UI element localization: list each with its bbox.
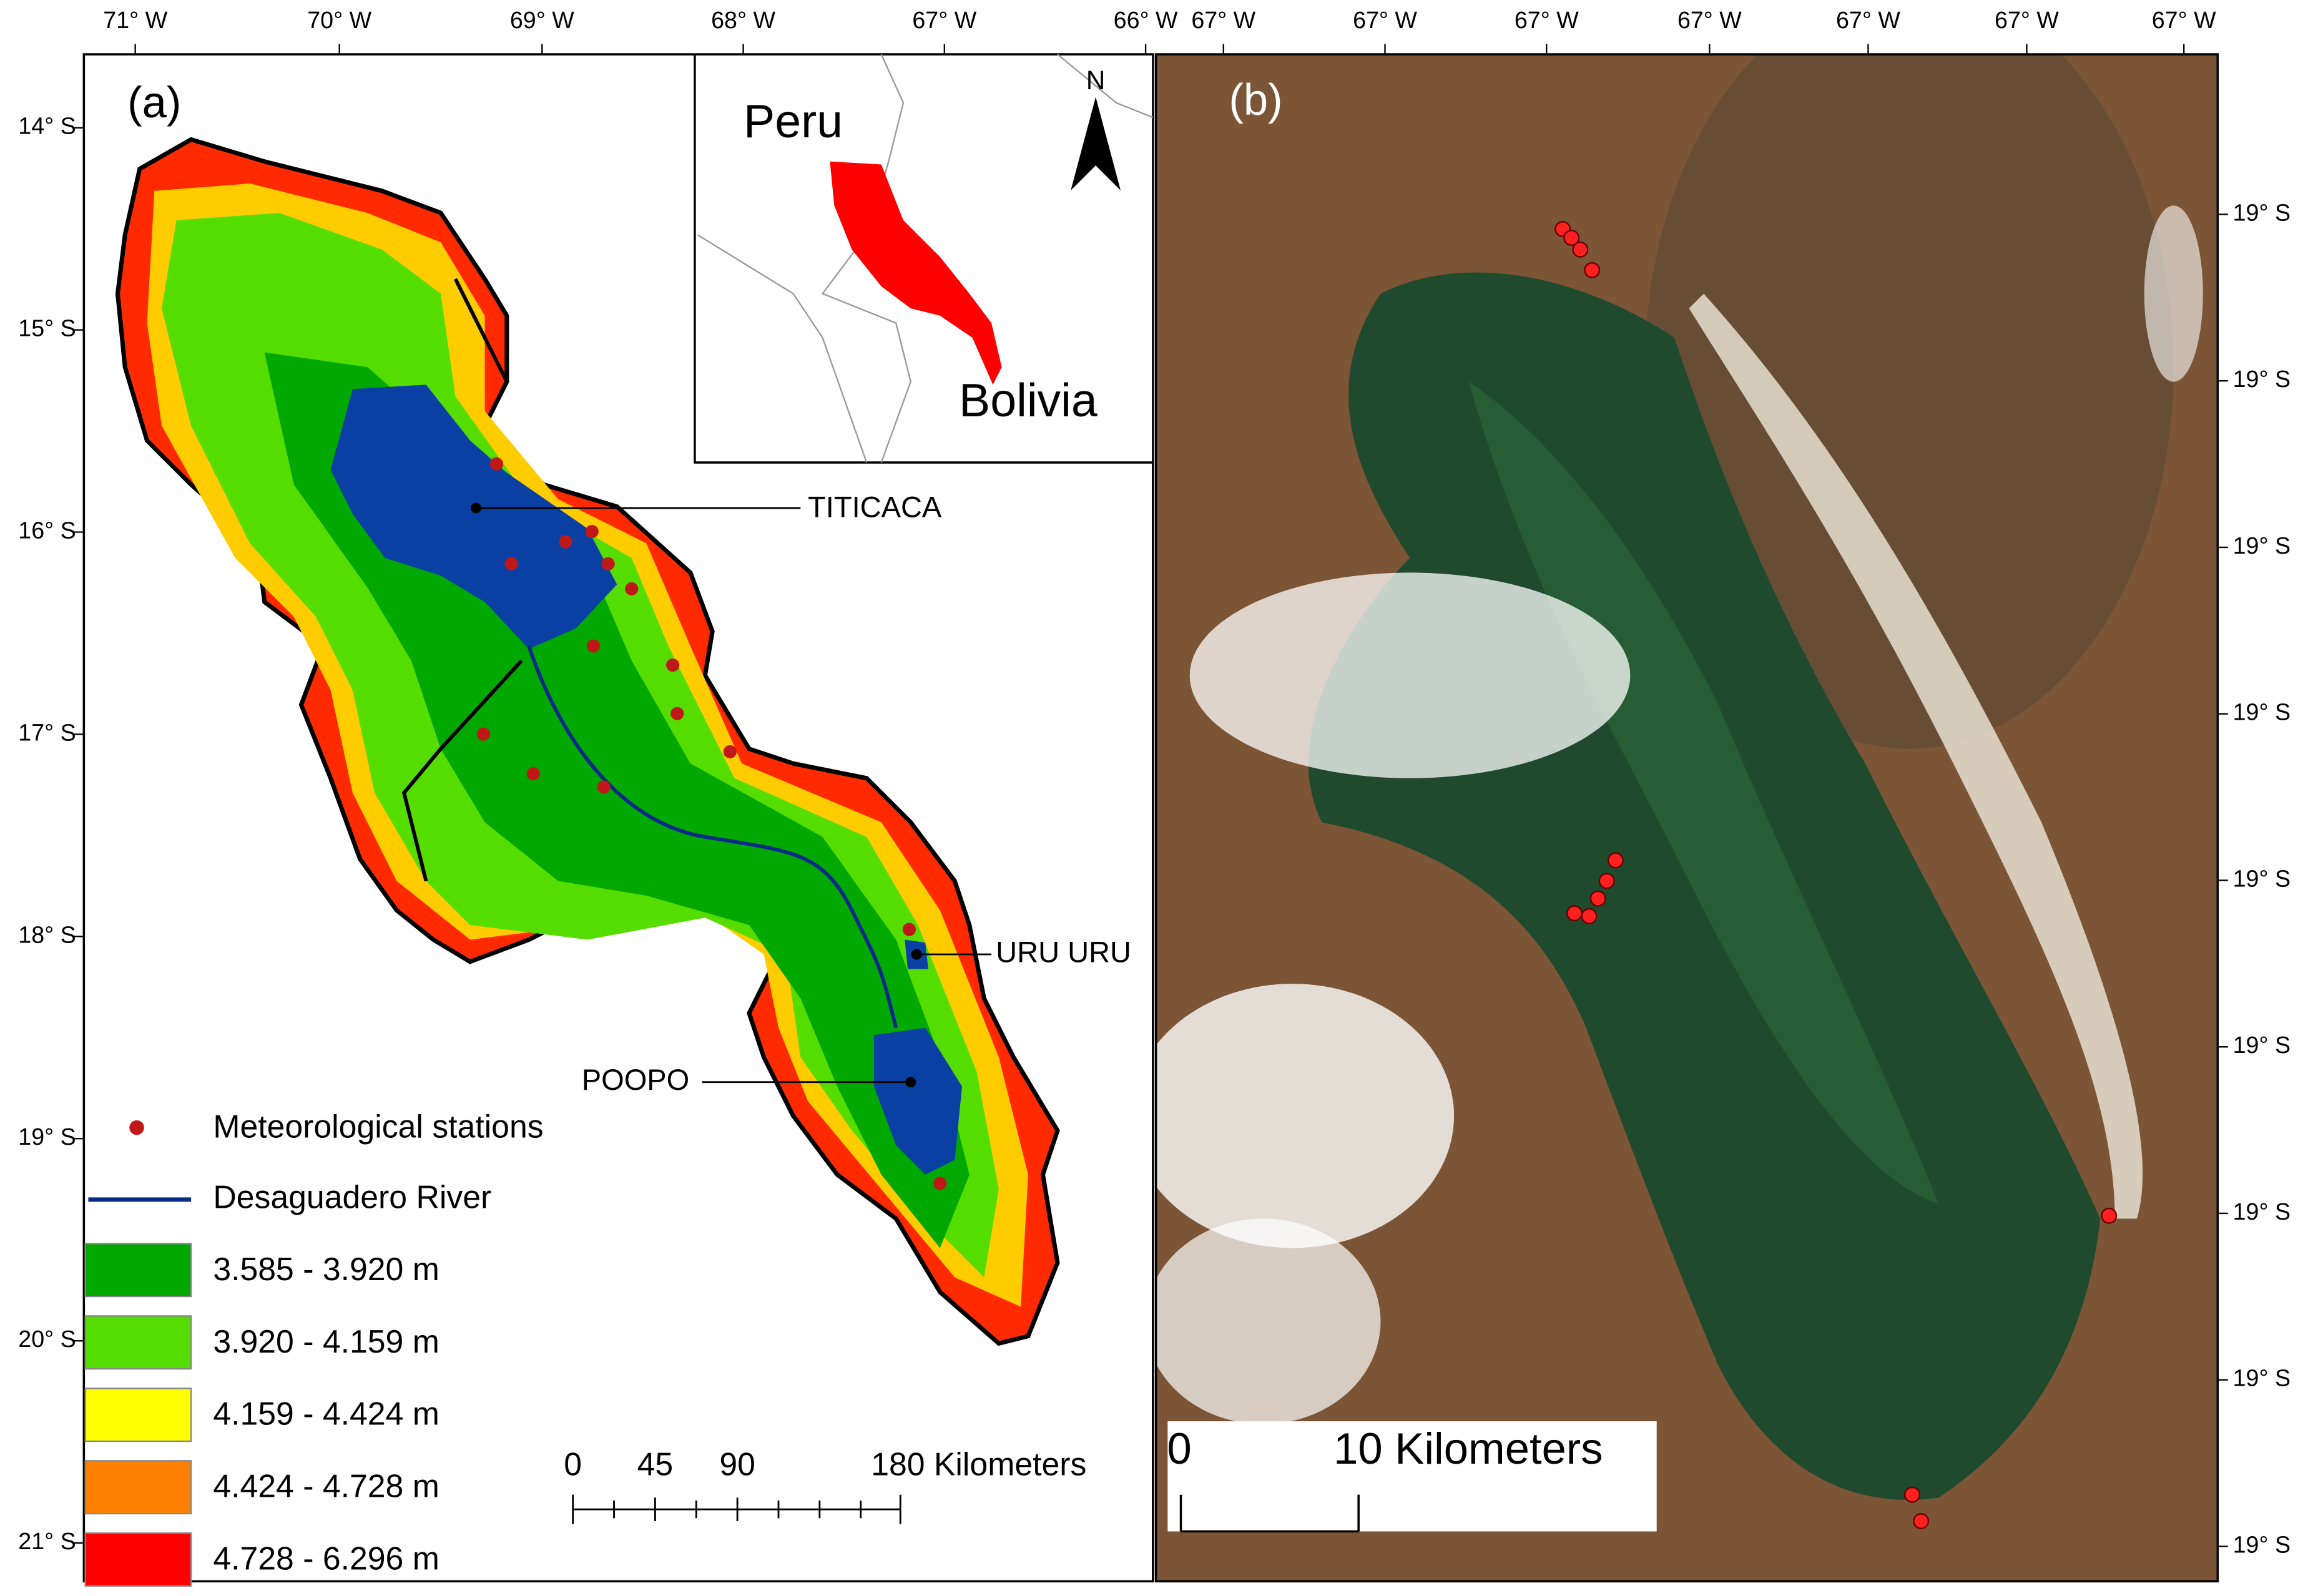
lake-label: TITICACA — [808, 491, 942, 524]
lat-label: 16° S — [18, 517, 76, 543]
lake-titicaca — [330, 384, 617, 649]
legend-label: Meteorological stations — [213, 1109, 543, 1145]
lon-label: 67° W — [1515, 7, 1579, 33]
lat-label: 18° S — [18, 921, 76, 947]
legend-swatch — [84, 1460, 192, 1515]
legend-label: 4.159 - 4.424 m — [213, 1396, 439, 1432]
scale-label: 90 — [719, 1446, 755, 1482]
legend: Meteorological stations Desaguadero Rive… — [84, 1109, 544, 1587]
station — [723, 745, 737, 758]
inset-borders — [697, 54, 1153, 463]
lon-label: 67° W — [1677, 7, 1742, 33]
station — [625, 582, 639, 595]
scale-label: 0 — [564, 1446, 582, 1482]
station — [587, 639, 601, 653]
station — [559, 535, 572, 549]
lon-label: 67° W — [1836, 7, 1900, 33]
panel-b-frame — [1154, 53, 2219, 1583]
lat-label: 19° S — [2233, 532, 2291, 559]
station — [504, 557, 518, 570]
lake-label: URU URU — [996, 935, 1131, 968]
station — [489, 457, 503, 471]
legend-label: 4.424 - 4.728 m — [213, 1468, 439, 1504]
station — [902, 923, 916, 936]
legend-station-symbol — [129, 1120, 144, 1135]
lon-label: 67° W — [2152, 7, 2216, 33]
scale-box — [1167, 1421, 1657, 1532]
station — [666, 658, 680, 672]
legend-label: Desaguadero River — [213, 1179, 491, 1215]
legend-label: 4.728 - 6.296 m — [213, 1540, 439, 1577]
lake-poopo — [873, 1027, 963, 1175]
lat-label: 19° S — [2233, 1531, 2291, 1557]
stations — [476, 457, 947, 1190]
scale-label: 45 — [637, 1446, 674, 1482]
scale-label: 0 — [1167, 1424, 1192, 1473]
lat-label: 20° S — [18, 1326, 76, 1352]
lat-label: 15° S — [18, 315, 76, 341]
legend-swatch — [84, 1388, 192, 1442]
legend-label: 3.920 - 4.159 m — [213, 1323, 439, 1359]
legend-swatch — [84, 1243, 192, 1298]
panel-label: (b) — [1229, 74, 1282, 124]
lat-label: 19° S — [2233, 699, 2291, 725]
subbasin-boundary — [401, 278, 523, 882]
lat-label: 19° S — [2233, 865, 2291, 891]
low-zone — [264, 352, 970, 1248]
lat-label: 14° S — [18, 113, 76, 139]
lat-label: 21° S — [18, 1528, 76, 1554]
lake-label: POOPO — [582, 1063, 690, 1096]
country-label: Bolivia — [959, 374, 1097, 426]
inset-basin — [830, 161, 1002, 385]
lat-label: 19° S — [2233, 366, 2291, 392]
scale-label: 180 Kilometers — [871, 1446, 1086, 1482]
lake-leaders — [470, 502, 992, 1088]
lon-label: 70° W — [307, 7, 371, 33]
scale-label: 10 Kilometers — [1333, 1424, 1603, 1473]
lon-label: 69° W — [510, 7, 574, 33]
lon-label: 71° W — [103, 7, 167, 33]
basin-map: TITICACA URU URU POOPO Peru Bolivia N (a… — [115, 54, 1153, 1346]
station — [476, 727, 490, 741]
lat-label: 17° S — [18, 719, 76, 745]
scale-bar — [572, 1494, 901, 1524]
lat-label: 19° S — [2233, 1365, 2291, 1391]
north-arrow — [1071, 97, 1121, 191]
lat-label: 19° S — [2233, 1198, 2291, 1225]
country-label: Peru — [744, 95, 843, 147]
lon-label: 68° W — [711, 7, 775, 33]
station — [597, 780, 611, 794]
lat-label: 19° S — [2233, 1032, 2291, 1058]
station — [670, 707, 684, 720]
station — [933, 1177, 947, 1190]
lon-label: 66° W — [1114, 7, 1178, 33]
station — [601, 557, 615, 570]
lat-label: 19° S — [18, 1124, 76, 1150]
station — [526, 767, 540, 781]
lon-label: 67° W — [1353, 7, 1417, 33]
legend-label: 3.585 - 3.920 m — [213, 1251, 439, 1287]
lon-label: 67° W — [1191, 7, 1255, 33]
station — [585, 524, 599, 539]
lon-label: 67° W — [912, 7, 976, 33]
satellite-image: 0 10 Kilometers (b) — [1156, 54, 2218, 1582]
legend-swatch — [84, 1532, 192, 1587]
lat-label: 19° S — [2233, 199, 2291, 225]
desaguadero-river — [527, 645, 898, 1029]
north-label: N — [1086, 66, 1106, 95]
lon-label: 67° W — [1995, 7, 2059, 33]
graticule-labels: 71° W 70° W 69° W 68° W 67° W 66° W 14° S 15° S… — [18, 7, 2291, 1557]
panel-label: (a) — [127, 77, 181, 127]
legend-swatch — [84, 1315, 192, 1370]
